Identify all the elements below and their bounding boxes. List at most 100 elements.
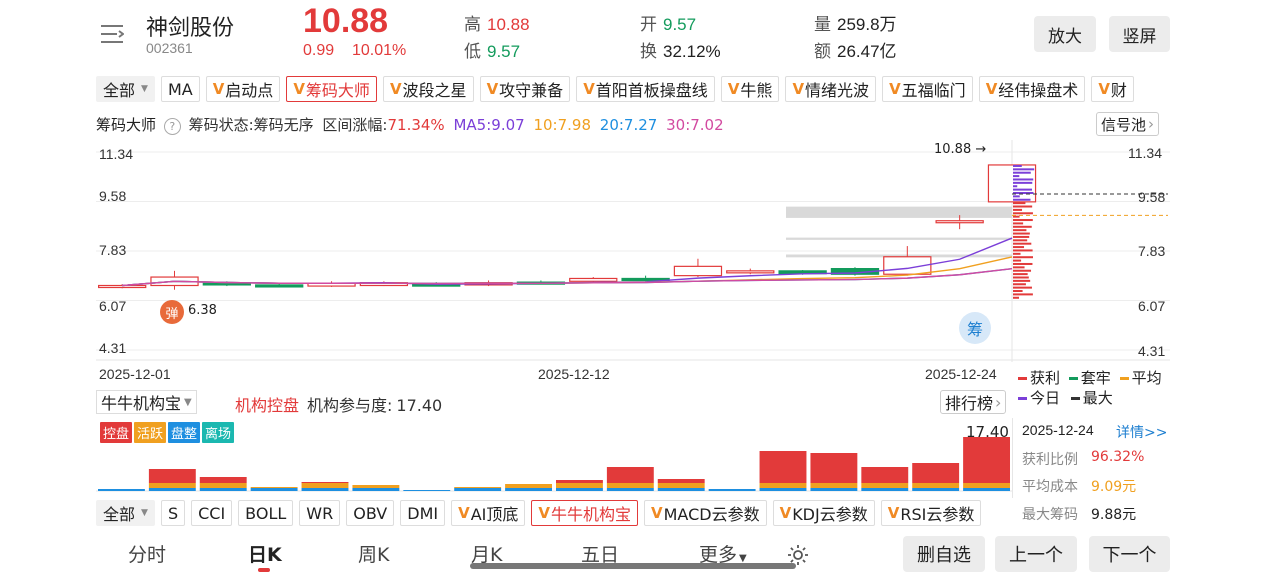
tab-label: MACD云参数 (663, 505, 760, 524)
inst-bar (912, 463, 960, 483)
v-icon: V (1098, 80, 1110, 98)
chip-bar (1013, 235, 1030, 238)
inst-bar (301, 482, 349, 483)
indicator-tab[interactable]: V 首阳首板操盘线 (576, 76, 715, 102)
inst-legend-item: 盘整 (168, 422, 201, 443)
chip-bar (1013, 188, 1033, 191)
stat-low: 低 9.57 (464, 42, 521, 61)
tab-label: 牛熊 (740, 81, 773, 100)
settings-gear-icon[interactable] (786, 543, 810, 567)
menu-icon[interactable] (100, 24, 124, 44)
tab-label: 首阳首板操盘线 (595, 81, 708, 100)
prev-stock-button[interactable]: 上一个 (995, 536, 1077, 572)
chip-bar (1013, 191, 1034, 194)
chip-bar (1013, 286, 1032, 289)
zoom-button[interactable]: 放大 (1034, 16, 1096, 52)
chip-bar (1013, 185, 1018, 188)
indicator-tab[interactable]: V 经伟操盘术 (978, 76, 1086, 102)
portrait-button[interactable]: 竖屏 (1109, 16, 1170, 52)
remove-watchlist-button[interactable]: 删自选 (903, 536, 985, 572)
help-icon[interactable]: ? (163, 118, 181, 135)
candle-body (726, 270, 775, 274)
y-tick-right: 7.83 (1138, 243, 1166, 259)
tab-monthly-k[interactable]: 月K (471, 544, 503, 566)
inst-legend-item: 活跃 (134, 422, 167, 443)
tab-five-day[interactable]: 五日 (581, 544, 620, 566)
indicator-tab[interactable]: V 牛熊 (720, 76, 780, 102)
candle-body (569, 277, 618, 282)
chip-bar (1013, 222, 1024, 225)
indicator-tab[interactable]: V 启动点 (205, 76, 281, 102)
sub-indicator-tab[interactable]: V 牛牛机构宝 (531, 500, 638, 526)
sub-indicator-tab[interactable]: S (160, 500, 186, 526)
chip-bar (1013, 279, 1031, 282)
tab-label: AI顶底 (470, 505, 519, 524)
indicator-tab[interactable]: 全部 ▼ (96, 76, 155, 102)
chip-bar (1013, 296, 1019, 299)
indicator-tab[interactable]: V 情绪光波 (785, 76, 877, 102)
next-stock-button[interactable]: 下一个 (1089, 536, 1170, 572)
sub-indicator-tab[interactable]: BOLL (238, 500, 294, 526)
kline-chart[interactable] (96, 140, 1170, 362)
chip-bar (1013, 168, 1035, 171)
chip-legend: 获利 套牢 平均 (1018, 367, 1162, 388)
inst-bar (352, 488, 400, 491)
tab-intraday[interactable]: 分时 (128, 544, 167, 566)
candle-body (673, 265, 723, 277)
indicator-tab[interactable]: V 筹码大师 (286, 76, 377, 102)
signal-pool-button[interactable]: 信号池 › (1096, 112, 1160, 136)
chip-bar (1013, 256, 1033, 259)
sub-indicator-tab[interactable]: CCI (191, 500, 233, 526)
indicator-tab[interactable]: MA (160, 76, 200, 102)
v-icon: V (486, 80, 499, 98)
inst-info: 机构控盘 机构参与度: 17.40 (235, 396, 443, 415)
sub-indicator-tab[interactable]: V MACD云参数 (644, 500, 767, 526)
rank-button[interactable]: 排行榜 › (940, 390, 1007, 414)
date-mid: 2025-12-12 (538, 366, 610, 382)
tab-daily-k[interactable]: 日K (248, 544, 282, 566)
ma30-value: 30:7.02 (666, 116, 724, 134)
indicator-tab[interactable]: V 攻守兼备 (479, 76, 571, 102)
chip-band (786, 206, 1012, 218)
indicator-tab[interactable]: V 五福临门 (882, 76, 973, 102)
y-tick-left: 11.34 (99, 146, 133, 162)
chip-bar (1013, 249, 1033, 252)
chip-bar (1013, 208, 1023, 211)
sub-indicator-tab[interactable]: V KDJ云参数 (772, 500, 875, 526)
y-tick-right: 9.58 (1138, 189, 1166, 205)
sub-indicator-tab[interactable]: DMI (400, 500, 446, 526)
sub-indicator-tab[interactable]: 全部 ▼ (96, 500, 155, 526)
bounce-signal-badge[interactable]: 弹 (160, 300, 184, 324)
chip-bar (1013, 273, 1028, 276)
candle-body (935, 220, 984, 224)
chip-badge[interactable]: 筹 (959, 312, 991, 344)
inst-bar (861, 483, 909, 488)
sub-indicator-tabs: 全部 ▼ S CCI BOLL WR OBV DMI V AI顶底 V 牛牛机构宝 V MACD云参数 V K… (96, 500, 1012, 526)
tab-label: 全部 (103, 505, 136, 524)
sub-indicator-tab[interactable]: WR (299, 500, 341, 526)
indicator-selector[interactable]: 牛牛机构宝 ▼ (96, 390, 197, 414)
chip-bar (1013, 232, 1030, 235)
inst-bar (352, 485, 400, 488)
tab-label: OBV (353, 503, 388, 523)
tab-label: 全部 (103, 81, 136, 100)
date-end: 2025-12-24 (925, 366, 997, 382)
inst-bar (912, 483, 960, 488)
inst-bar-chart[interactable] (96, 418, 1012, 494)
low-marker-label: 6.38 (188, 303, 217, 318)
chip-detail-link[interactable]: 详情>> (1116, 425, 1168, 441)
chip-bar (1013, 269, 1032, 272)
v-icon: V (212, 80, 225, 98)
tab-more[interactable]: 更多 ▼ (699, 544, 747, 566)
v-icon: V (583, 80, 595, 98)
sub-indicator-tab[interactable]: V AI顶底 (451, 500, 526, 526)
inst-legend: 控盘 活跃 盘整 离场 (100, 422, 235, 443)
inst-bar (505, 488, 552, 491)
sub-indicator-tab[interactable]: V RSI云参数 (880, 500, 982, 526)
v-icon: V (779, 504, 792, 522)
profit-ratio-value: 96.32% (1091, 449, 1145, 465)
indicator-tab[interactable]: V 波段之星 (382, 76, 474, 102)
sub-indicator-tab[interactable]: OBV (346, 500, 395, 526)
tab-weekly-k[interactable]: 周K (358, 544, 390, 566)
